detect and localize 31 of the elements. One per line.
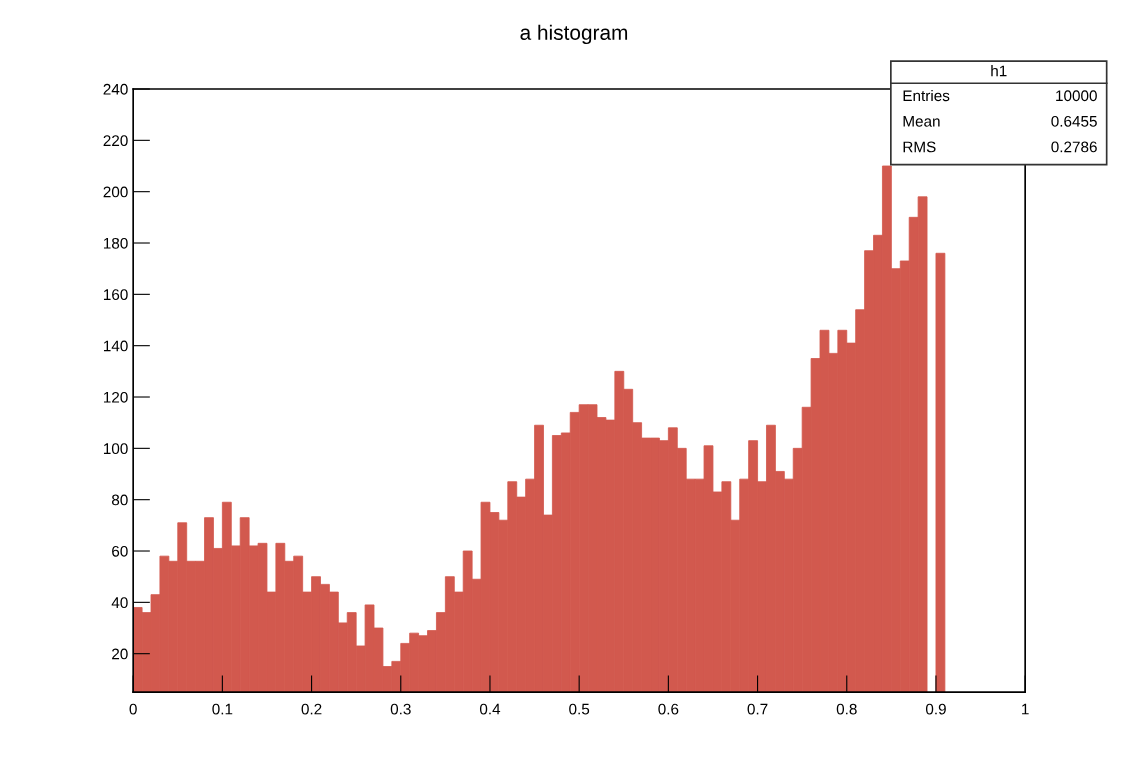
x-tick-label: 0.4	[479, 703, 501, 715]
y-tick-label: 60	[112, 545, 128, 557]
annotation: RMS	[903, 141, 936, 153]
x-tick-label: 1	[1022, 703, 1029, 715]
x-tick-label: 0.8	[836, 703, 857, 715]
y-tick-label: 160	[103, 289, 128, 301]
y-tick-label: 200	[103, 186, 128, 198]
y-tick-label: 80	[111, 494, 128, 506]
text: 0.2786	[1051, 141, 1097, 153]
y-tick-label: 220	[103, 135, 128, 147]
x-tick-label: 0.5	[569, 703, 590, 715]
x-tick-label: 0.7	[747, 703, 768, 715]
annotation: Mean	[903, 116, 940, 127]
text: h1	[991, 65, 1007, 77]
x-tick-label: 0.3	[390, 703, 411, 715]
x-tick-label: 0.2	[301, 703, 322, 715]
y-tick-label: 20	[112, 648, 128, 660]
y-tick-label: 140	[103, 340, 128, 352]
y-tick-label: 100	[103, 443, 128, 455]
x-tick-label: 0.6	[658, 703, 679, 715]
y-tick-label: 120	[103, 391, 128, 403]
annotation: Entries	[903, 89, 950, 102]
x-tick-label: 0.9	[925, 703, 946, 715]
chart-title: a histogram	[520, 24, 628, 45]
y-tick-label: 180	[103, 237, 128, 249]
y-tick-label: 40	[111, 597, 128, 609]
x-tick-label: 0	[129, 703, 137, 715]
text: 10000	[1056, 90, 1097, 102]
x-tick-label: 0.1	[212, 703, 233, 715]
text: 0.6455	[1051, 115, 1097, 127]
y-tick-label: 240	[103, 83, 128, 95]
